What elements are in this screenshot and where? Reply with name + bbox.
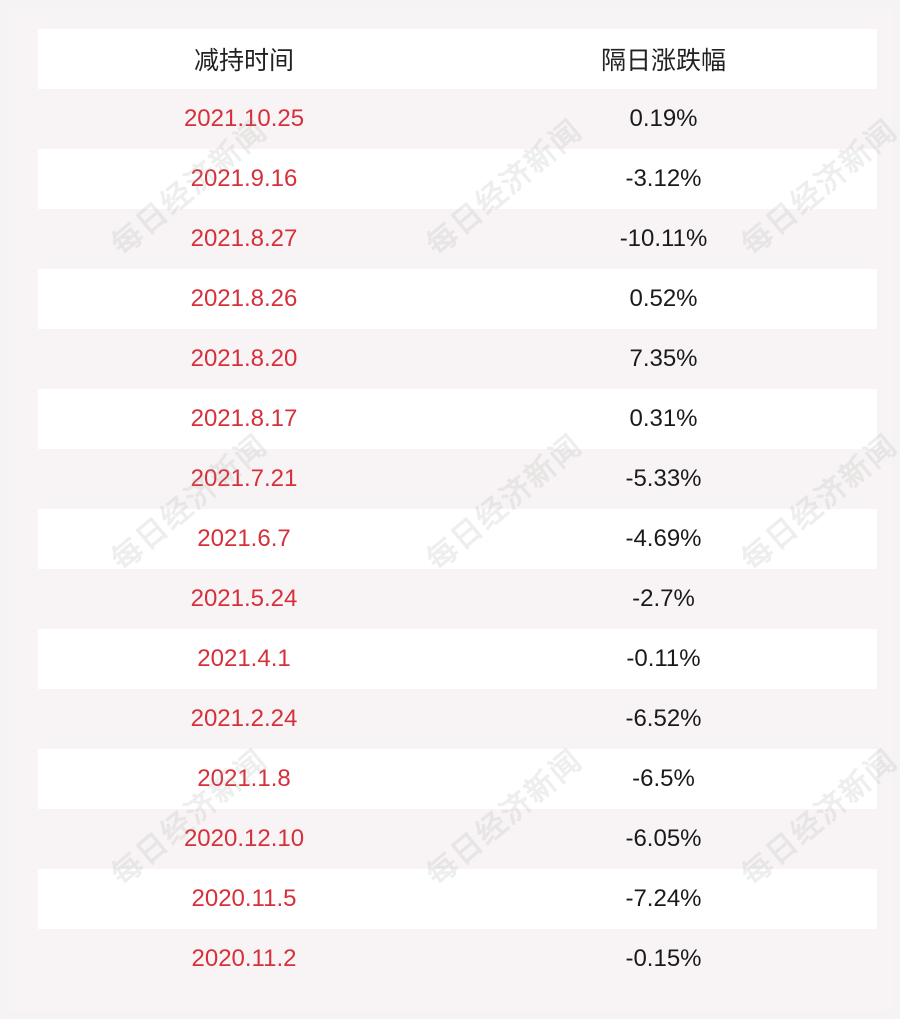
table-row: 2021.6.7 -4.69% [38,509,877,569]
date-cell: 2021.8.20 [190,345,298,372]
change-cell: -0.15% [625,945,702,972]
change-cell: -6.5% [632,765,695,792]
date-cell: 2021.6.7 [197,525,291,552]
table-row: 2021.8.17 0.31% [38,389,877,449]
date-cell: 2021.2.24 [190,705,298,732]
table-row: 2021.7.21 -5.33% [38,449,877,509]
table-row: 2021.10.25 0.19% [38,89,877,149]
table-row: 2021.8.26 0.52% [38,269,877,329]
table-row: 2021.8.27 -10.11% [38,209,877,269]
header-date: 减持时间 [193,47,294,75]
date-cell: 2021.8.27 [190,225,298,252]
change-cell: 0.31% [629,405,698,432]
header-change: 隔日涨跌幅 [600,47,726,75]
change-cell: -6.05% [625,825,702,852]
table-row: 2020.11.5 -7.24% [38,869,877,929]
change-cell: -10.11% [619,225,708,252]
table-header-row: 减持时间 隔日涨跌幅 [38,29,877,89]
table-row: 2021.5.24 -2.7% [38,569,877,629]
date-cell: 2020.11.2 [191,945,297,972]
date-cell: 2021.5.24 [190,585,298,612]
change-cell: -4.69% [625,525,702,552]
table-row: 2021.1.8 -6.5% [38,749,877,809]
table-row: 2021.2.24 -6.52% [38,689,877,749]
date-cell: 2021.8.26 [190,285,298,312]
table-row: 2021.8.20 7.35% [38,329,877,389]
change-cell: -2.7% [632,585,695,612]
change-cell: -6.52% [625,705,702,732]
change-cell: 0.52% [629,285,698,312]
date-cell: 2020.11.5 [191,885,297,912]
date-cell: 2021.7.21 [190,465,298,492]
date-cell: 2021.9.16 [190,165,298,192]
date-cell: 2021.4.1 [197,645,291,672]
date-cell: 2021.8.17 [190,405,298,432]
change-cell: 7.35% [629,345,698,372]
date-cell: 2021.10.25 [183,105,305,132]
change-cell: -5.33% [625,465,702,492]
table-row: 2021.4.1 -0.11% [38,629,877,689]
change-cell: -7.24% [625,885,702,912]
change-cell: -0.11% [626,645,701,672]
date-cell: 2021.1.8 [197,765,291,792]
change-cell: -3.12% [625,165,702,192]
table-row: 2021.9.16 -3.12% [38,149,877,209]
date-cell: 2020.12.10 [183,825,305,852]
reduction-table: 减持时间 隔日涨跌幅 2021.10.25 0.19% 2021.9.16 -3.12… [38,29,877,989]
change-cell: 0.19% [629,105,698,132]
table-row: 2020.12.10 -6.05% [38,809,877,869]
table-row: 2020.11.2 -0.15% [38,929,877,989]
